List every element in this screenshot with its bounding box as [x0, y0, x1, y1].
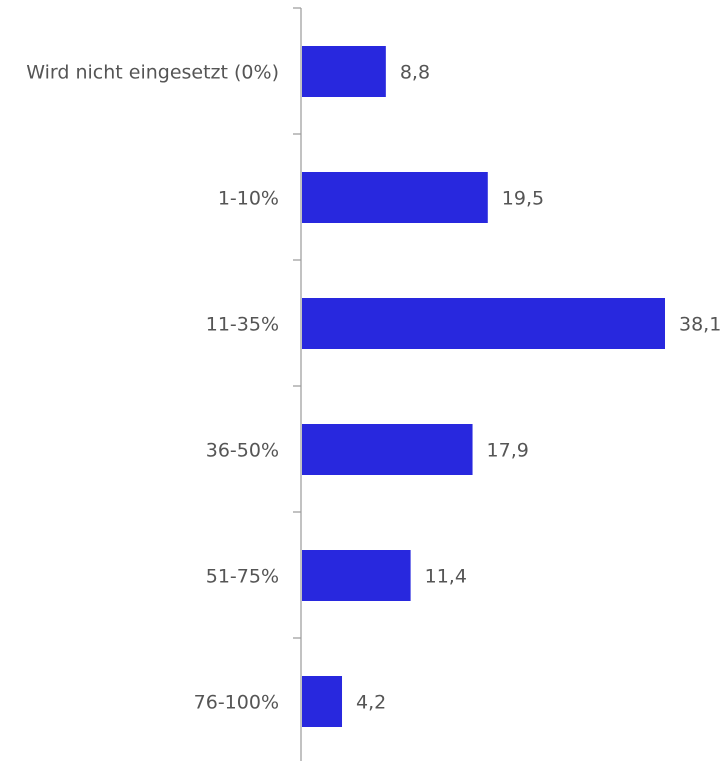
data-label: 4,2: [356, 692, 386, 714]
value-labels: 8,8 19,5 38,1 17,9 11,4 4,2: [356, 62, 721, 714]
category-label: 51-75%: [206, 566, 279, 588]
category-label: 11-35%: [206, 314, 279, 336]
bar: [302, 676, 343, 727]
data-label: 8,8: [400, 62, 430, 84]
bar: [302, 298, 665, 349]
bar: [302, 550, 411, 601]
axis-ticks: [293, 7, 301, 639]
category-label: 36-50%: [206, 440, 279, 462]
data-label: 38,1: [679, 314, 721, 336]
data-label: 19,5: [502, 188, 544, 210]
category-label: 76-100%: [194, 692, 279, 714]
bar: [302, 424, 473, 475]
data-label: 17,9: [487, 440, 529, 462]
category-labels: Wird nicht eingesetzt (0%) 1-10% 11-35% 36-…: [26, 62, 279, 714]
data-label: 11,4: [425, 566, 467, 588]
category-label: Wird nicht eingesetzt (0%): [26, 62, 279, 84]
bars-group: [302, 46, 665, 727]
bar: [302, 46, 386, 97]
bar: [302, 172, 488, 223]
category-label: 1-10%: [218, 188, 279, 210]
